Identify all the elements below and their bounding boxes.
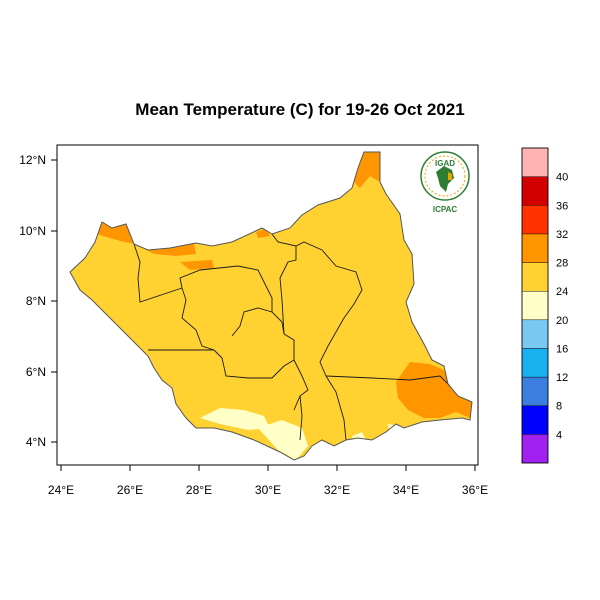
axis-ticks bbox=[51, 159, 476, 471]
colorbar-label: 40 bbox=[556, 172, 568, 184]
x-tick-label: 34°E bbox=[393, 483, 419, 497]
zone-20-24-south-west bbox=[200, 408, 270, 430]
y-tick-label: 10°N bbox=[19, 224, 46, 238]
x-tick-label: 26°E bbox=[117, 483, 143, 497]
icpac-logo: IGAD ICPAC bbox=[420, 151, 470, 214]
colorbar-label: 24 bbox=[556, 286, 568, 298]
x-tick-label: 30°E bbox=[255, 483, 281, 497]
zone-28-32-north-small bbox=[180, 260, 214, 270]
colorbar-label: 16 bbox=[556, 343, 568, 355]
logo-igad-text: IGAD bbox=[435, 159, 455, 168]
zone-20-24-south bbox=[258, 420, 308, 460]
logo-icpac-text: ICPAC bbox=[433, 205, 458, 214]
igad-region-icon bbox=[448, 172, 452, 180]
colorbar-frame bbox=[521, 147, 549, 464]
colorbar-label: 36 bbox=[556, 200, 568, 212]
africa-map-icon bbox=[436, 166, 454, 192]
y-tick-label: 4°N bbox=[26, 435, 46, 449]
x-tick-label: 36°E bbox=[462, 483, 488, 497]
colorbar-swatch bbox=[521, 376, 549, 406]
colorbar-swatch bbox=[521, 176, 549, 206]
colorbar-swatch bbox=[521, 205, 549, 235]
colorbar-swatch bbox=[521, 262, 549, 292]
colorbar-swatch bbox=[521, 233, 549, 263]
colorbar-swatch bbox=[521, 434, 549, 464]
colorbar-label: 12 bbox=[556, 372, 568, 384]
colorbar-swatch bbox=[521, 147, 549, 177]
colorbar-label: 32 bbox=[556, 229, 568, 241]
colorbar-swatch bbox=[521, 348, 549, 378]
colorbar-swatch bbox=[521, 405, 549, 435]
colorbar-label: 20 bbox=[556, 315, 568, 327]
colorbar-label: 28 bbox=[556, 258, 568, 270]
colorbar-label: 8 bbox=[556, 401, 562, 413]
x-tick-label: 32°E bbox=[324, 483, 350, 497]
y-tick-label: 6°N bbox=[26, 365, 46, 379]
colorbar: 4 8 12 16 20 24 28 32 36 40 bbox=[521, 147, 568, 464]
colorbar-swatch bbox=[521, 319, 549, 349]
country-outline bbox=[69, 151, 473, 461]
x-tick-label: 28°E bbox=[186, 483, 212, 497]
colorbar-label: 4 bbox=[556, 429, 562, 441]
y-tick-label: 8°N bbox=[26, 294, 46, 308]
colorbar-swatch bbox=[521, 290, 549, 321]
laurel-icon bbox=[424, 155, 466, 197]
x-tick-label: 24°E bbox=[48, 483, 74, 497]
map-title: Mean Temperature (C) for 19-26 Oct 2021 bbox=[135, 100, 465, 119]
zone-28-32-southeast bbox=[396, 362, 472, 418]
y-tick-label: 12°N bbox=[19, 153, 46, 167]
